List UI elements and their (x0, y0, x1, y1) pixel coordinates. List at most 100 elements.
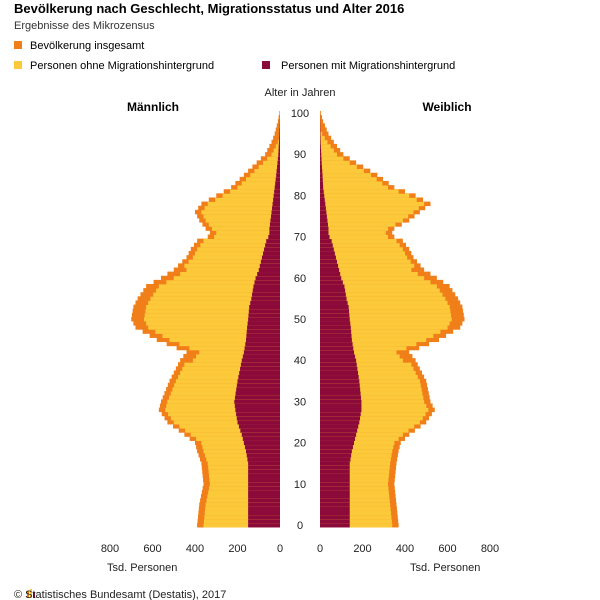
male-with-migration-bar (266, 238, 280, 244)
female-with-migration-bar (320, 143, 321, 149)
male-without-migration-bar (174, 382, 280, 388)
female-without-migration-bar (320, 469, 390, 474)
female-without-migration-bar (320, 333, 434, 338)
male-with-migration-bar (277, 160, 280, 165)
male-with-migration-bar (237, 378, 280, 384)
male-without-migration-bar (207, 201, 280, 207)
male-total-bar (269, 143, 280, 149)
male-without-migration-bar (184, 362, 280, 367)
male-total-bar (276, 123, 280, 128)
male-with-migration-bar (268, 234, 280, 240)
female-without-migration-bar (320, 419, 420, 425)
male-without-migration-bar (189, 345, 280, 351)
male-with-migration-bar (263, 251, 280, 256)
male-with-migration-bar (254, 279, 280, 285)
male-without-migration-bar (146, 321, 280, 326)
age-tick-label: 60 (294, 273, 306, 285)
male-without-migration-bar (166, 279, 280, 285)
male-with-migration-bar (240, 366, 280, 371)
female-without-migration-bar (320, 201, 425, 207)
female-without-migration-bar (320, 160, 350, 165)
male-without-migration-bar (207, 494, 280, 499)
female-with-migration-bar (320, 354, 356, 359)
age-axis-label: Alter in Jahren (265, 87, 336, 99)
legend-label-total: Bevölkerung insgesamt (30, 40, 144, 52)
male-without-migration-bar (158, 283, 280, 289)
female-with-migration-bar (320, 428, 358, 433)
female-with-migration-bar (320, 485, 350, 491)
female-with-migration-bar (320, 407, 362, 413)
age-tick-label: 70 (294, 232, 306, 244)
male-with-migration-bar (246, 329, 280, 334)
female-without-migration-bar (320, 283, 437, 289)
female-without-migration-bar (320, 489, 389, 495)
female-with-migration-bar (320, 242, 333, 248)
female-without-migration-bar (320, 234, 388, 240)
age-tick-label: 80 (294, 190, 306, 202)
female-without-migration-bar (320, 407, 429, 413)
male-with-migration-bar (236, 386, 280, 392)
female-with-migration-bar (320, 164, 322, 170)
male-with-migration-bar (248, 514, 280, 520)
male-without-migration-bar (199, 349, 280, 355)
male-with-migration-bar (234, 399, 280, 404)
male-without-migration-bar (144, 316, 280, 322)
male-with-migration-bar (246, 333, 280, 338)
male-without-migration-bar (148, 325, 280, 330)
male-with-migration-bar (245, 341, 280, 347)
male-with-migration-bar (242, 354, 280, 359)
source-logo (27, 589, 35, 598)
male-without-migration-bar (184, 263, 280, 268)
male-without-migration-bar (201, 440, 280, 446)
female-without-migration-bar (320, 205, 419, 211)
female-with-migration-bar (320, 391, 361, 396)
female-without-migration-bar (320, 506, 391, 511)
male-without-migration-bar (196, 436, 280, 441)
female-with-migration-bar (320, 419, 360, 425)
female-with-migration-bar (320, 411, 361, 417)
male-with-migration-bar (259, 263, 280, 268)
male-with-migration-bar (238, 374, 280, 380)
male-with-migration-bar (278, 143, 280, 149)
male-without-migration-bar (263, 160, 280, 165)
female-without-migration-bar (320, 522, 393, 528)
female-without-migration-bar (320, 164, 357, 170)
male-with-migration-bar (248, 308, 280, 314)
female-without-migration-bar (320, 304, 450, 310)
legend-label-with-migration: Personen mit Migrationshintergrund (281, 60, 455, 72)
female-without-migration-bar (320, 296, 446, 301)
male-with-migration-bar (246, 452, 280, 458)
male-without-migration-bar (203, 448, 280, 454)
male-without-migration-bar (188, 259, 280, 264)
male-with-migration-bar (270, 213, 280, 219)
female-without-migration-bar (320, 292, 443, 297)
male-without-migration-bar (173, 419, 280, 425)
male-without-migration-bar (241, 180, 280, 186)
male-without-migration-bar (208, 489, 280, 495)
female-with-migration-bar (320, 510, 350, 516)
female-without-migration-bar (320, 436, 399, 441)
male-without-migration-bar (155, 329, 280, 334)
female-with-migration-bar (320, 316, 350, 322)
male-with-migration-bar (250, 300, 280, 305)
age-tick-label: 0 (297, 520, 303, 532)
female-without-migration-bar (320, 378, 420, 384)
female-without-migration-bar (320, 135, 325, 141)
female-without-migration-bar (320, 452, 392, 458)
female-with-migration-bar (320, 403, 362, 408)
male-with-migration-bar (248, 481, 280, 487)
female-with-migration-bar (320, 255, 336, 260)
female-with-migration-bar (320, 432, 357, 437)
male-without-migration-bar (185, 428, 280, 433)
female-without-migration-bar (320, 275, 425, 281)
x-tick-label-right: 600 (438, 543, 456, 555)
female-without-migration-bar (320, 242, 400, 248)
female-with-migration-bar (320, 522, 350, 528)
female-without-migration-bar (320, 189, 399, 194)
male-without-migration-bar (148, 300, 280, 305)
male-without-migration-bar (273, 148, 280, 153)
female-without-migration-bar (320, 477, 389, 483)
male-without-migration-bar (209, 485, 280, 491)
female-with-migration-bar (320, 477, 350, 483)
male-without-migration-bar (201, 209, 280, 215)
